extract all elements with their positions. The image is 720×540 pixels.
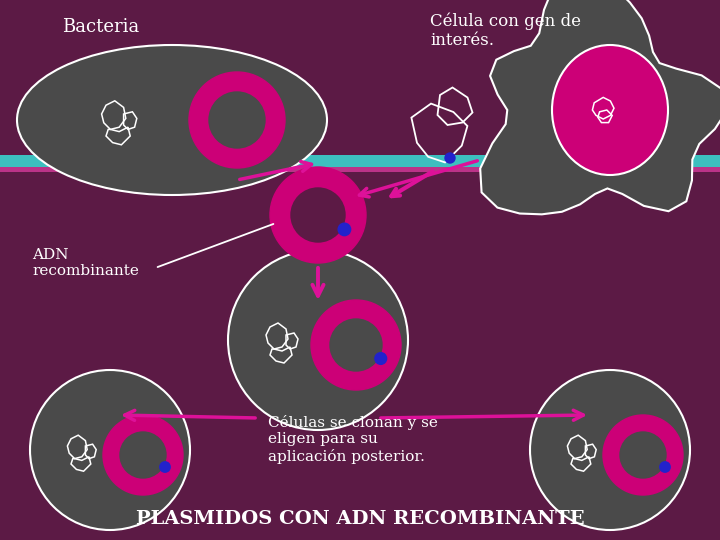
Ellipse shape (17, 45, 327, 195)
Circle shape (603, 415, 683, 495)
Circle shape (660, 462, 670, 472)
Circle shape (270, 167, 366, 263)
Circle shape (30, 370, 190, 530)
Circle shape (338, 223, 351, 235)
Bar (0, 167, 720, 172)
Circle shape (228, 250, 408, 430)
Polygon shape (480, 0, 720, 214)
Circle shape (209, 92, 265, 148)
Circle shape (120, 432, 166, 478)
Bar (0, 155, 720, 167)
Circle shape (620, 432, 666, 478)
Text: Célula con gen de
interés.: Célula con gen de interés. (430, 12, 581, 49)
Text: Células se clonan y se
eligen para su
aplicación posterior.: Células se clonan y se eligen para su ap… (268, 415, 438, 464)
Circle shape (530, 370, 690, 530)
Text: ADN
recombinante: ADN recombinante (32, 248, 139, 278)
Circle shape (291, 188, 345, 242)
Circle shape (375, 353, 387, 364)
Text: PLASMIDOS CON ADN RECOMBINANTE: PLASMIDOS CON ADN RECOMBINANTE (135, 510, 585, 528)
Circle shape (445, 153, 455, 163)
Text: Bacteria: Bacteria (62, 18, 139, 36)
Circle shape (330, 319, 382, 371)
Circle shape (311, 300, 401, 390)
Circle shape (103, 415, 183, 495)
Circle shape (160, 462, 170, 472)
Ellipse shape (552, 45, 668, 175)
Circle shape (189, 72, 285, 168)
